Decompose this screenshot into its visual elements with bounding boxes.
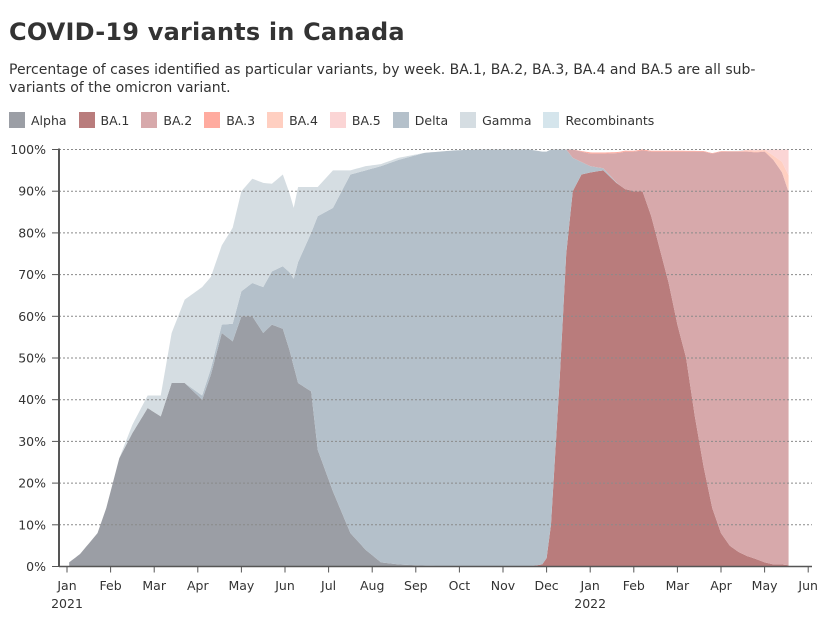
x-tick-label: Oct bbox=[449, 578, 471, 593]
y-tick-label: 40% bbox=[18, 392, 46, 407]
legend-label-ba-3: BA.3 bbox=[226, 112, 256, 128]
x-year-label: 2022 bbox=[574, 596, 606, 611]
y-tick-label: 20% bbox=[18, 476, 46, 491]
x-tick-label: Jan bbox=[56, 578, 76, 593]
x-tick-label: Mar bbox=[666, 578, 690, 593]
legend-item-alpha: Alpha bbox=[9, 112, 67, 128]
legend-swatch-ba-4 bbox=[267, 112, 284, 128]
x-tick-label: Aug bbox=[360, 578, 384, 593]
legend-swatch-ba-3 bbox=[204, 112, 221, 128]
y-tick-label: 80% bbox=[18, 225, 46, 240]
legend-item-gamma: Gamma bbox=[460, 112, 531, 128]
area-gamma bbox=[69, 149, 789, 563]
y-tick-label: 90% bbox=[18, 184, 46, 199]
x-tick-label: Feb bbox=[623, 578, 645, 593]
y-tick-label: 0% bbox=[26, 559, 46, 574]
area-alpha bbox=[69, 316, 789, 567]
legend-swatch-ba-5 bbox=[329, 112, 346, 128]
y-tick-label: 70% bbox=[18, 267, 46, 282]
legend-label-gamma: Gamma bbox=[482, 112, 532, 128]
y-tick-label: 10% bbox=[18, 517, 46, 532]
legend-label-ba-2: BA.2 bbox=[163, 112, 193, 128]
legend-swatch-recombinants bbox=[543, 112, 560, 128]
legend-item-ba-1: BA.1 bbox=[78, 112, 130, 128]
legend-label-delta: Delta bbox=[414, 112, 449, 128]
x-tick-label: Apr bbox=[187, 578, 209, 593]
x-tick-label: Jun bbox=[274, 578, 295, 593]
legend-swatch-delta bbox=[392, 112, 409, 128]
x-tick-label: Mar bbox=[142, 578, 166, 593]
x-tick-label: Apr bbox=[710, 578, 732, 593]
legend-label-ba-4: BA.4 bbox=[289, 112, 318, 128]
axes: 0% 10% 20% 30% 40% 50% 60% 70% 80% 90% 100% Jan Feb M… bbox=[10, 142, 818, 611]
x-tick-label: Dec bbox=[534, 578, 558, 593]
x-tick-label: Nov bbox=[491, 578, 516, 593]
legend-item-ba-3: BA.3 bbox=[204, 112, 255, 128]
legend-swatch-ba-1 bbox=[78, 112, 95, 128]
x-tick-label: Jul bbox=[320, 578, 336, 593]
legend-label-ba-5: BA.5 bbox=[351, 112, 381, 128]
legend-item-delta: Delta bbox=[392, 112, 449, 128]
chart-subtitle: Percentage of cases identified as partic… bbox=[9, 62, 756, 96]
legend-label-recombinants: Recombinants bbox=[565, 112, 655, 128]
x-tick-label: Sep bbox=[404, 578, 428, 593]
legend: Alpha BA.1 BA.2 BA.3 BA.4 BA.5 Delta Gamma Recom… bbox=[9, 112, 666, 128]
x-tick-label: May bbox=[752, 578, 778, 593]
y-tick-label: 50% bbox=[18, 351, 46, 366]
legend-label-ba-1: BA.1 bbox=[100, 112, 130, 128]
legend-swatch-alpha bbox=[9, 112, 25, 128]
x-tick-label: Jun bbox=[797, 578, 818, 593]
legend-item-ba-4: BA.4 bbox=[267, 112, 318, 128]
legend-label-alpha: Alpha bbox=[31, 112, 67, 128]
x-year-label: 2021 bbox=[51, 596, 83, 611]
area-ba-1 bbox=[69, 170, 789, 567]
legend-item-recombinants: Recombinants bbox=[543, 112, 654, 128]
gridlines bbox=[59, 149, 812, 526]
legend-item-ba-5: BA.5 bbox=[329, 112, 381, 128]
legend-swatch-ba-2 bbox=[141, 112, 158, 128]
x-tick-label: Feb bbox=[100, 578, 122, 593]
x-tick-label: May bbox=[228, 578, 254, 593]
legend-item-ba-2: BA.2 bbox=[141, 112, 192, 128]
y-tick-label: 60% bbox=[18, 309, 46, 324]
chart-title: COVID-19 variants in Canada bbox=[9, 18, 405, 46]
y-tick-label: 30% bbox=[18, 434, 46, 449]
legend-swatch-gamma bbox=[460, 112, 477, 128]
x-tick-label: Jan bbox=[580, 578, 600, 593]
y-tick-label: 100% bbox=[10, 142, 46, 157]
